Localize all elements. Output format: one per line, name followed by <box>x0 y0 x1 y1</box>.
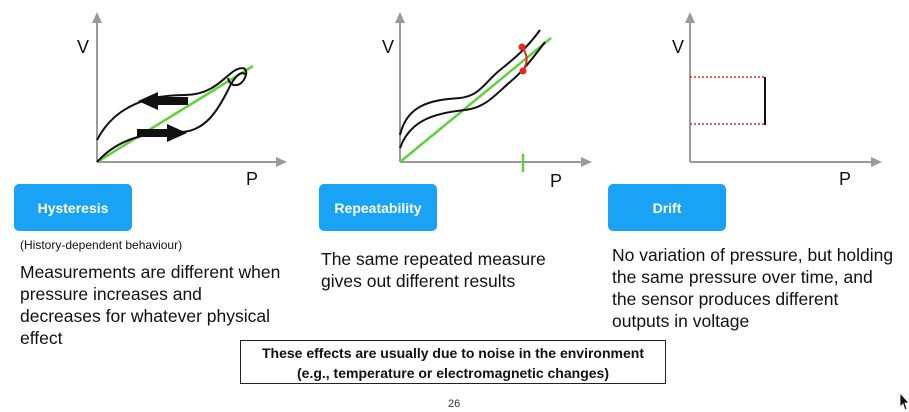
hysteresis-y-arrowhead <box>92 12 102 23</box>
drift-description: No variation of pressure, but holding th… <box>612 245 894 331</box>
repeatability-v-label: V <box>382 37 394 57</box>
drift-y-arrowhead <box>685 12 695 23</box>
drift-button[interactable]: Drift <box>608 184 726 231</box>
repeatability-button[interactable]: Repeatability <box>319 184 437 231</box>
hysteresis-plot: V P <box>77 12 287 189</box>
repeatability-description: The same repeated measure gives out diff… <box>321 249 546 291</box>
repeatability-ideal-line <box>399 37 552 163</box>
repeatability-point-bottom <box>519 67 527 75</box>
drift-p-label: P <box>839 169 851 189</box>
mouse-pointer-icon <box>899 391 909 411</box>
repeatability-y-arrowhead <box>395 12 405 23</box>
repeatability-point-top <box>518 43 526 51</box>
repeatability-curve-1 <box>399 29 541 136</box>
noise-note-line1: These effects are usually due to noise i… <box>262 345 644 361</box>
hysteresis-note: (History-dependent behaviour) <box>20 238 183 252</box>
drift-plot: V P <box>672 12 882 189</box>
repeatability-p-label: P <box>550 171 562 191</box>
drift-x-arrowhead <box>871 157 882 167</box>
noise-note-line2: (e.g., temperature or electromagnetic ch… <box>297 365 609 381</box>
hysteresis-v-label: V <box>77 37 89 57</box>
repeatability-x-arrowhead <box>581 157 592 167</box>
repeatability-plot: V P <box>382 12 592 191</box>
noise-note-box: These effects are usually due to noise i… <box>240 340 666 384</box>
hysteresis-x-arrowhead <box>276 157 287 167</box>
hysteresis-ideal-line <box>96 64 254 164</box>
hysteresis-lower-curve <box>96 72 247 163</box>
drift-v-label: V <box>672 37 684 57</box>
hysteresis-description: Measurements are different when pressure… <box>20 262 281 348</box>
page-number: 26 <box>448 398 461 410</box>
hysteresis-upper-curve <box>96 67 248 141</box>
increasing-arrow-icon <box>137 124 187 142</box>
decreasing-arrow-icon <box>138 92 188 110</box>
hysteresis-button[interactable]: Hysteresis <box>14 184 132 231</box>
hysteresis-p-label: P <box>246 169 258 189</box>
